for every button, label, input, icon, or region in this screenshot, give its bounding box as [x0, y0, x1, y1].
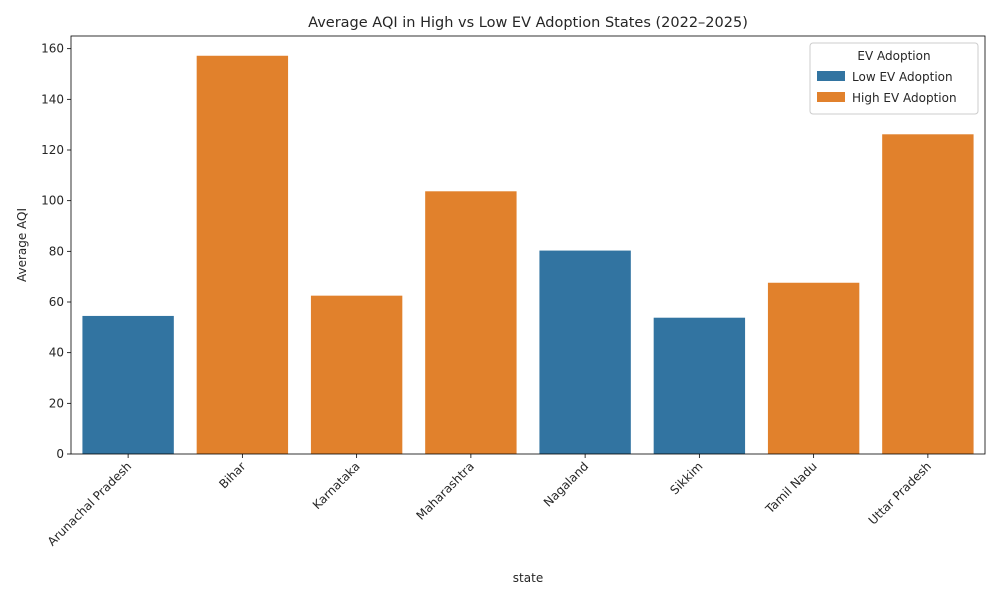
y-axis-label: Average AQI	[15, 208, 29, 282]
y-tick-label: 160	[41, 42, 64, 56]
x-tick-label: Nagaland	[541, 459, 591, 509]
y-tick-label: 140	[41, 92, 64, 106]
x-axis-label: state	[513, 571, 543, 585]
bar-uttar-pradesh	[882, 134, 974, 454]
x-tick-label: Karnataka	[310, 459, 363, 512]
x-tick-label: Maharashtra	[413, 459, 477, 523]
bar-nagaland	[539, 250, 631, 454]
y-tick-label: 100	[41, 194, 64, 208]
y-axis: 0 20 40 60 80 100 120 140 160	[41, 42, 71, 461]
legend-frame	[809, 42, 979, 115]
bar-bihar	[196, 55, 289, 454]
bar-sikkim	[653, 317, 746, 454]
y-tick-label: 60	[49, 295, 64, 309]
chart-title: Average AQI in High vs Low EV Adoption S…	[308, 15, 748, 31]
bar-karnataka	[310, 295, 403, 454]
y-tick-label: 0	[56, 447, 64, 461]
x-axis: Arunachal Pradesh Bihar Karnataka Maharasht…	[45, 454, 934, 549]
y-tick-label: 20	[49, 396, 64, 410]
legend-swatch-low	[817, 71, 845, 81]
y-tick-label: 80	[49, 244, 64, 258]
legend-swatch-high	[817, 92, 845, 102]
y-tick-label: 40	[49, 346, 64, 360]
bar-arunachal-pradesh	[82, 315, 174, 454]
legend-title: EV Adoption	[857, 49, 930, 63]
x-tick-label: Bihar	[216, 459, 248, 491]
bar-tamil-nadu	[767, 282, 860, 454]
plot-frame	[70, 35, 986, 455]
bar-maharashtra	[425, 191, 517, 454]
x-tick-label: Tamil Nadu	[762, 459, 820, 517]
x-tick-label: Uttar Pradesh	[866, 459, 934, 527]
legend: EV Adoption Low EV Adoption High EV Adop…	[809, 42, 979, 115]
bars-group	[82, 55, 974, 454]
y-tick-label: 120	[41, 143, 64, 157]
x-tick-label: Arunachal Pradesh	[45, 459, 135, 549]
legend-label-high: High EV Adoption	[852, 91, 957, 105]
x-tick-label: Sikkim	[667, 459, 705, 497]
legend-label-low: Low EV Adoption	[852, 70, 953, 84]
